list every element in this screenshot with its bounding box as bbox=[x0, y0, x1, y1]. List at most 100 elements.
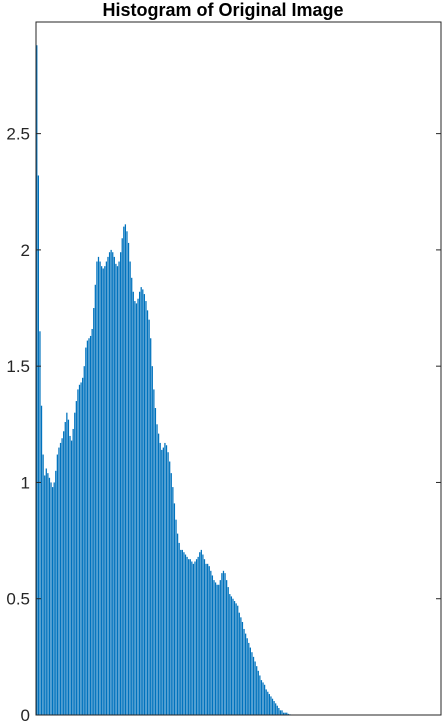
histogram-bar bbox=[47, 473, 49, 715]
histogram-bar bbox=[202, 554, 204, 715]
histogram-bar bbox=[203, 559, 206, 715]
histogram-bar bbox=[127, 242, 130, 716]
histogram-bar bbox=[44, 475, 46, 715]
histogram-bar bbox=[56, 454, 58, 715]
histogram-bar bbox=[218, 584, 220, 715]
histogram-bar bbox=[151, 366, 153, 715]
histogram-bar bbox=[238, 612, 240, 715]
histogram-bar bbox=[82, 377, 84, 715]
histogram-bar bbox=[58, 447, 60, 715]
histogram-bar bbox=[216, 584, 218, 715]
histogram-bar bbox=[286, 712, 288, 715]
y-tick-label: 0.5 bbox=[6, 590, 30, 609]
histogram-bar bbox=[262, 682, 264, 715]
histogram-bar bbox=[93, 308, 95, 715]
histogram-bar bbox=[64, 421, 66, 715]
histogram-bar bbox=[175, 519, 177, 715]
histogram-bar bbox=[172, 487, 174, 715]
histogram-bar bbox=[124, 224, 127, 715]
histogram-bar bbox=[275, 703, 277, 715]
histogram-bar bbox=[180, 549, 182, 715]
histogram-bar bbox=[213, 580, 215, 715]
y-tick-label: 2 bbox=[21, 241, 30, 260]
histogram-bar bbox=[279, 710, 282, 715]
histogram-bar bbox=[102, 268, 104, 715]
histogram-bar bbox=[200, 549, 202, 715]
histogram-bar bbox=[183, 552, 185, 715]
histogram-bar bbox=[135, 303, 138, 715]
histogram-bar bbox=[241, 621, 244, 715]
histogram-bar bbox=[244, 633, 247, 715]
histogram-bar bbox=[194, 561, 196, 715]
histogram-bar bbox=[164, 442, 166, 715]
histogram-bar bbox=[184, 554, 187, 715]
histogram-bar bbox=[260, 680, 263, 715]
histogram-bar bbox=[248, 642, 250, 715]
histogram-bar bbox=[165, 445, 168, 715]
histogram-bar bbox=[112, 252, 114, 715]
histogram-bar bbox=[263, 684, 266, 715]
histogram-bar bbox=[229, 594, 231, 715]
y-tick-label: 1.5 bbox=[6, 357, 30, 376]
histogram-bar bbox=[221, 573, 223, 715]
histogram-bar bbox=[70, 440, 73, 715]
histogram-bar bbox=[120, 252, 122, 715]
histogram-bar bbox=[170, 473, 172, 715]
histogram-bar bbox=[36, 45, 38, 715]
histogram-bar bbox=[257, 670, 259, 715]
histogram-bar bbox=[123, 226, 125, 715]
histogram-bar bbox=[74, 412, 76, 715]
histogram-bar bbox=[211, 575, 214, 715]
histogram-bar bbox=[162, 447, 164, 715]
histogram-bar bbox=[121, 238, 123, 715]
histogram-bar bbox=[50, 482, 52, 715]
histogram-bar bbox=[115, 263, 117, 715]
histogram-bar bbox=[101, 266, 103, 715]
histogram-bar bbox=[181, 549, 183, 715]
histogram-bar bbox=[276, 705, 278, 715]
histogram-bar bbox=[63, 431, 65, 715]
histogram-bar bbox=[273, 701, 275, 715]
histogram-bar bbox=[252, 656, 255, 715]
y-tick-label: 2.5 bbox=[6, 125, 30, 144]
histogram-bar bbox=[59, 442, 62, 715]
histogram-bar bbox=[188, 559, 190, 715]
histogram-bar bbox=[281, 710, 283, 715]
histogram-bar bbox=[96, 261, 98, 715]
histogram-bar bbox=[146, 310, 149, 715]
histogram-bar bbox=[284, 712, 286, 715]
histogram-bar bbox=[150, 338, 152, 715]
histogram-bar bbox=[99, 261, 101, 715]
histogram-bar bbox=[153, 389, 155, 715]
histogram-bar bbox=[39, 331, 41, 715]
histogram-bar bbox=[227, 587, 229, 715]
histogram-bar bbox=[108, 252, 111, 715]
histogram-bar bbox=[156, 424, 158, 715]
histogram-bar bbox=[134, 301, 136, 715]
histogram-bar bbox=[224, 573, 226, 715]
histogram-bar bbox=[42, 454, 44, 715]
histogram-bar bbox=[230, 596, 233, 715]
histogram-bar bbox=[80, 382, 82, 715]
histogram-bar bbox=[107, 256, 109, 715]
histogram-bar bbox=[167, 452, 169, 715]
histogram-bar bbox=[137, 298, 139, 715]
histogram-bar bbox=[154, 408, 157, 715]
histogram-bar bbox=[88, 338, 90, 715]
histogram-bar bbox=[69, 435, 71, 715]
histogram-bar bbox=[83, 366, 85, 715]
histogram-bar bbox=[138, 291, 141, 715]
histogram-bar bbox=[199, 552, 201, 715]
histogram-bar bbox=[157, 433, 160, 715]
histogram-bar bbox=[268, 694, 270, 715]
chart-title: Histogram of Original Image bbox=[102, 0, 344, 20]
histogram-bar bbox=[235, 603, 237, 715]
histogram-bar bbox=[143, 294, 146, 715]
ticks-group: 0 0.5 1 1.5 2 2.5 bbox=[6, 125, 441, 724]
histogram-bar bbox=[232, 598, 234, 715]
histogram-bar bbox=[259, 675, 261, 715]
histogram-bar bbox=[72, 428, 74, 715]
histogram-bar bbox=[251, 652, 253, 715]
